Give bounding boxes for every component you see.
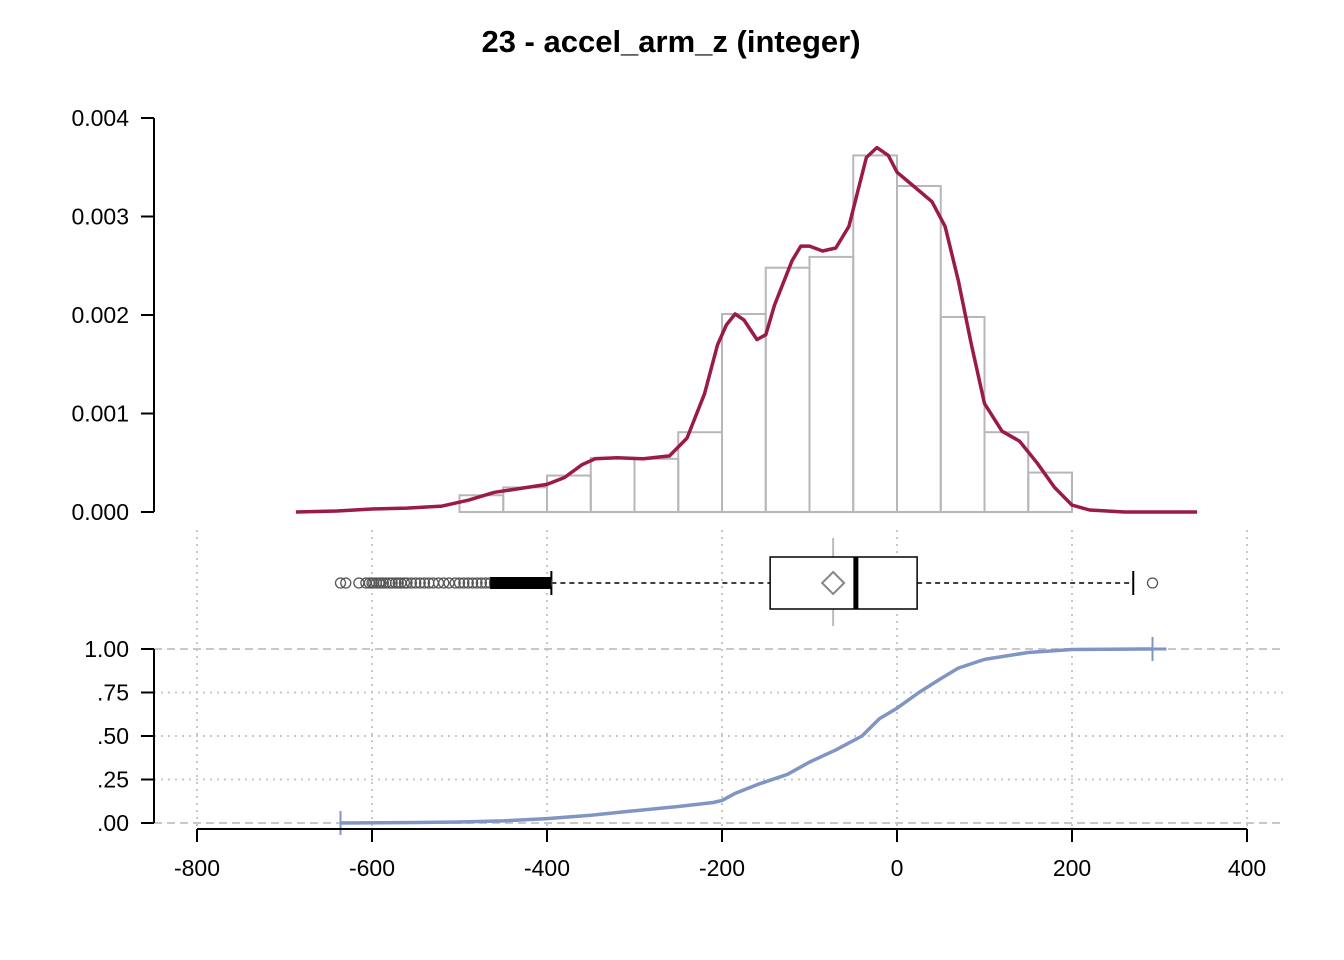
hist-y-tick-label-1: 0.001	[71, 401, 129, 427]
x-tick-label-4: 0	[891, 855, 904, 881]
ecdf-curve	[340, 647, 1153, 825]
x-tick-label-3: -200	[699, 855, 745, 881]
ecdf-y-tick-label-2: .50	[97, 723, 129, 749]
box-outlier-low-13	[386, 577, 398, 589]
histogram-panel: 0.000 0.001 0.002 0.003 0.004	[71, 105, 1198, 525]
box-outlier-low-0	[334, 577, 347, 589]
box-outlier-low-22	[418, 577, 431, 589]
box-outlier-dense-run	[490, 577, 552, 589]
hist-bar-13	[1027, 471, 1073, 514]
hist-y-tick-label-0: 0.000	[71, 499, 129, 525]
hist-bar-6	[721, 313, 767, 514]
box-outlier-low-26	[438, 577, 450, 589]
hist-y-tick-label-4: 0.004	[71, 105, 129, 131]
ecdf-y-tick-label-0: .00	[97, 810, 129, 836]
box-outlier-low-33	[471, 577, 483, 589]
x-axis: -800 -600 -400 -200 0 200 400	[174, 828, 1266, 881]
box-outlier-low-28	[449, 577, 461, 589]
box-outlier-low-31	[462, 577, 474, 589]
box-mean-marker	[820, 570, 846, 596]
box-outlier-low-21	[414, 577, 426, 589]
x-tick-label-0: -800	[174, 855, 220, 881]
hist-bar-4	[633, 457, 680, 513]
hist-y-tick-label-3: 0.003	[71, 204, 129, 230]
ecdf-y-tick-label-4: 1.00	[84, 636, 129, 662]
boxplot-panel	[334, 538, 1159, 626]
box-outlier-low-19	[405, 577, 418, 589]
ecdf-panel: .00 .25 .50 .75 1.00	[84, 636, 1284, 836]
x-tick-label-2: -400	[524, 855, 570, 881]
vertical-grid	[196, 530, 1248, 826]
hist-bar-9	[852, 154, 898, 513]
box-outlier-low-32	[466, 577, 479, 589]
box-outlier-low-18	[401, 577, 413, 589]
box-outlier-low-1	[340, 577, 352, 589]
hist-bar-3	[589, 456, 636, 514]
hist-bar-11	[939, 315, 986, 513]
x-tick-label-6: 400	[1228, 855, 1266, 881]
box-outlier-low-30	[458, 577, 470, 589]
box-outlier-low-20	[410, 577, 422, 589]
hist-y-tick-label-2: 0.002	[71, 302, 129, 328]
hist-bar-10	[896, 184, 942, 513]
density-curve	[295, 145, 1198, 514]
box-outlier-high-0	[1146, 577, 1159, 589]
ecdf-y-tick-label-3: .75	[97, 680, 129, 706]
chart-title: 23 - accel_arm_z (integer)	[481, 24, 860, 59]
box-outlier-low-34	[475, 577, 488, 589]
box-outlier-low-29	[453, 577, 466, 589]
hist-bar-8	[808, 255, 855, 514]
hist-bar-5	[677, 431, 723, 513]
x-tick-label-5: 200	[1053, 855, 1091, 881]
hist-bar-7	[764, 266, 811, 513]
ecdf-y-tick-label-1: .25	[97, 767, 129, 793]
x-tick-label-1: -600	[349, 855, 395, 881]
